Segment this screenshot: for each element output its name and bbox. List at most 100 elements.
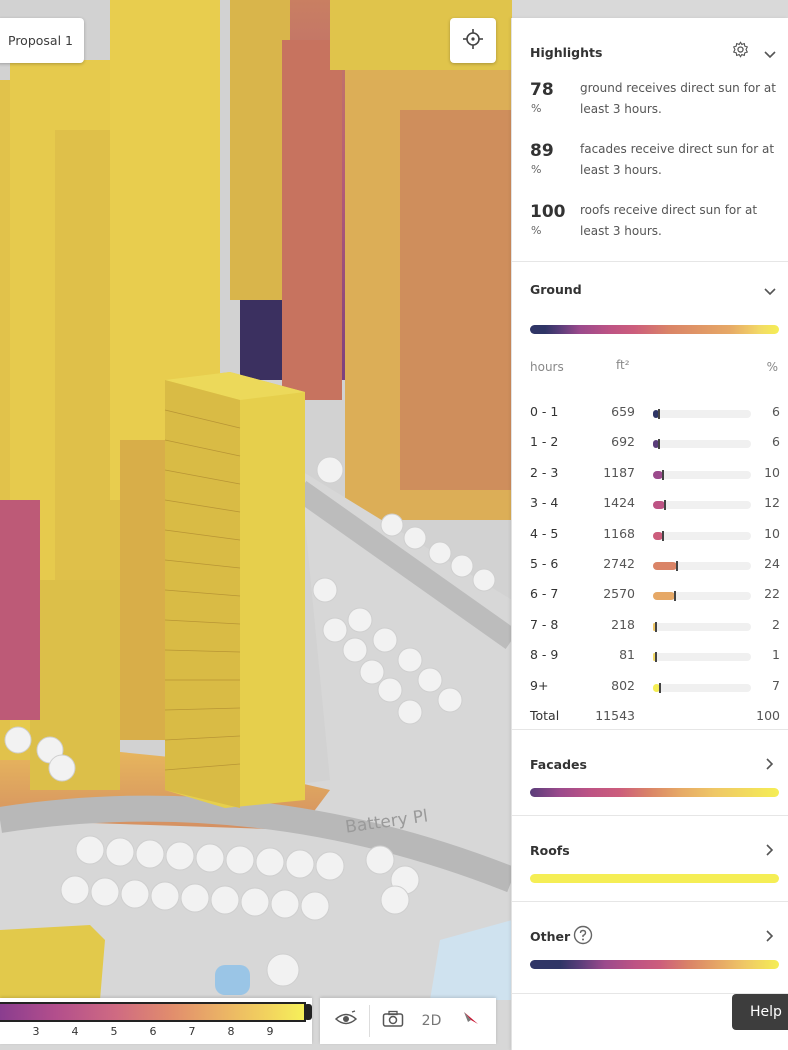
row-area: 2570 bbox=[603, 586, 635, 602]
proposal-label: Proposal 1 bbox=[8, 33, 73, 48]
proposal-selector[interactable]: Proposal 1 bbox=[0, 18, 84, 63]
row-bar-track bbox=[653, 500, 751, 511]
row-bar-fill bbox=[653, 410, 659, 418]
row-hours: 4 - 5 bbox=[530, 525, 559, 541]
row-hours: 5 - 6 bbox=[530, 556, 559, 571]
col-header-percent: % bbox=[766, 360, 778, 374]
compass-button[interactable] bbox=[455, 1005, 487, 1037]
row-bar-track bbox=[653, 469, 751, 480]
legend-tick-label: 5 bbox=[110, 1025, 118, 1038]
col-header-area: ft² bbox=[616, 358, 630, 372]
highlights-section: Highlights 78 % ground receives direct s… bbox=[512, 18, 788, 262]
row-percent: 10 bbox=[764, 464, 780, 480]
row-hours: 0 - 1 bbox=[530, 404, 559, 419]
facades-distribution-bar bbox=[530, 788, 779, 797]
ground-hours-row: 6 - 7 2570 22 bbox=[530, 586, 780, 606]
ground-hours-row: 8 - 9 81 1 bbox=[530, 647, 780, 667]
row-hours: 6 - 7 bbox=[530, 586, 559, 602]
legend-tick-label: 9 bbox=[266, 1025, 274, 1038]
screenshot-button[interactable] bbox=[377, 1005, 409, 1037]
row-percent: 6 bbox=[772, 404, 780, 419]
crosshair-icon bbox=[462, 28, 484, 53]
row-bar-fill bbox=[653, 562, 677, 570]
row-bar-marker bbox=[655, 621, 657, 632]
row-bar-marker bbox=[658, 682, 661, 693]
roofs-section[interactable]: Roofs bbox=[512, 816, 788, 902]
highlight-value: 89 bbox=[530, 141, 554, 161]
other-section[interactable]: Other bbox=[512, 902, 788, 994]
row-area: 802 bbox=[611, 677, 635, 693]
legend-tick-label: 8 bbox=[227, 1025, 235, 1038]
help-circle-icon[interactable] bbox=[573, 925, 593, 949]
row-percent: 6 bbox=[772, 434, 780, 450]
row-bar-marker bbox=[673, 591, 676, 602]
row-bar-track bbox=[653, 409, 751, 419]
facades-expand-toggle[interactable] bbox=[763, 757, 777, 771]
highlight-unit: % bbox=[531, 163, 542, 176]
row-bar-marker bbox=[661, 530, 664, 541]
col-header-hours: hours bbox=[530, 360, 564, 374]
highlight-value: 78 bbox=[530, 80, 554, 100]
highlight-text: facades receive direct sun for at least … bbox=[580, 142, 775, 177]
row-percent: 10 bbox=[764, 525, 780, 541]
highlights-collapse-toggle[interactable] bbox=[763, 46, 777, 60]
legend-handle[interactable] bbox=[304, 1004, 312, 1020]
visibility-button[interactable] bbox=[330, 1005, 362, 1037]
highlight-unit: % bbox=[531, 102, 542, 115]
row-bar-track bbox=[653, 682, 751, 693]
help-button[interactable]: Help bbox=[732, 994, 788, 1030]
legend-gradient bbox=[0, 1002, 306, 1022]
ground-section: Ground hours ft² % 0 - 1 659 6 1 - 2 692 6 2 -… bbox=[512, 262, 788, 730]
recenter-button[interactable] bbox=[450, 18, 496, 63]
row-percent: 7 bbox=[772, 677, 780, 693]
scene-graphics bbox=[0, 0, 512, 1000]
row-bar-fill bbox=[653, 440, 659, 449]
row-percent: 1 bbox=[772, 647, 780, 663]
row-bar-marker bbox=[661, 469, 664, 480]
legend-tick-label: 3 bbox=[32, 1025, 40, 1038]
highlights-title: Highlights bbox=[530, 45, 603, 60]
ground-hours-row: 5 - 6 2742 24 bbox=[530, 556, 780, 576]
toggle-2d-button[interactable]: 2D bbox=[416, 1005, 448, 1037]
row-bar-fill bbox=[653, 531, 663, 540]
row-bar-fill bbox=[653, 622, 656, 631]
roofs-expand-toggle[interactable] bbox=[763, 843, 777, 857]
row-bar-marker bbox=[663, 500, 666, 511]
row-bar-track bbox=[653, 530, 751, 541]
toolbar-divider bbox=[368, 1005, 370, 1037]
total-area: 11543 bbox=[595, 708, 635, 723]
eye-icon bbox=[334, 1010, 358, 1032]
settings-button[interactable] bbox=[732, 40, 748, 58]
row-hours: 8 - 9 bbox=[530, 647, 559, 663]
row-bar-fill bbox=[653, 592, 675, 601]
chevron-down-icon bbox=[764, 281, 776, 300]
row-bar-fill bbox=[653, 683, 660, 692]
row-bar-track bbox=[653, 621, 751, 632]
row-bar-track bbox=[653, 591, 751, 602]
row-area: 1187 bbox=[603, 464, 635, 480]
row-bar-fill bbox=[653, 501, 665, 510]
facades-section[interactable]: Facades bbox=[512, 730, 788, 816]
ground-title: Ground bbox=[530, 282, 582, 297]
other-expand-toggle[interactable] bbox=[763, 929, 777, 943]
legend-tick-label: 6 bbox=[149, 1025, 157, 1038]
row-area: 81 bbox=[619, 647, 635, 663]
ground-hours-row: 1 - 2 692 6 bbox=[530, 434, 780, 454]
row-bar-fill bbox=[653, 653, 656, 662]
row-hours: 1 - 2 bbox=[530, 434, 559, 450]
row-bar-marker bbox=[675, 561, 678, 571]
mode-label: 2D bbox=[421, 1013, 442, 1029]
row-area: 1424 bbox=[603, 495, 635, 511]
row-area: 218 bbox=[611, 616, 635, 632]
row-percent: 22 bbox=[764, 586, 780, 602]
roofs-title: Roofs bbox=[530, 843, 570, 858]
highlight-text: roofs receive direct sun for at least 3 … bbox=[580, 203, 758, 238]
facades-title: Facades bbox=[530, 757, 587, 772]
map-3d-view[interactable]: Battery Pl bbox=[0, 0, 512, 1050]
row-hours: 2 - 3 bbox=[530, 464, 559, 480]
ground-hours-row: 4 - 5 1168 10 bbox=[530, 526, 780, 546]
ground-hours-row: 7 - 8 218 2 bbox=[530, 617, 780, 637]
row-hours: 3 - 4 bbox=[530, 495, 559, 511]
ground-collapse-toggle[interactable] bbox=[763, 283, 777, 297]
highlight-text: ground receives direct sun for at least … bbox=[580, 81, 776, 116]
